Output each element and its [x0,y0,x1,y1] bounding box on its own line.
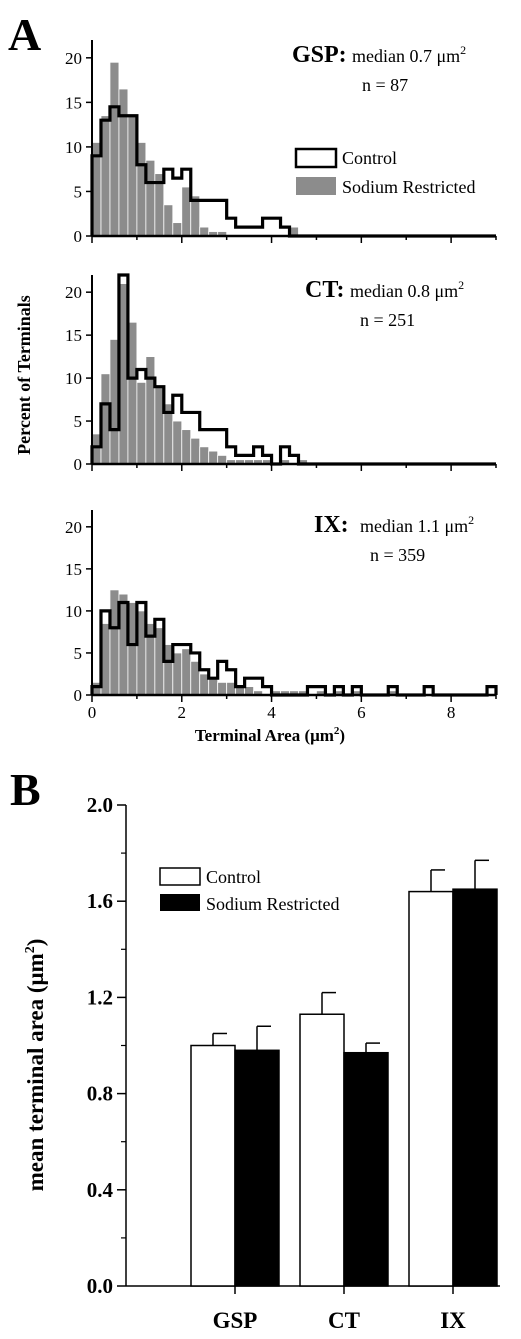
legend-a: Control Sodium Restricted [294,147,476,197]
median-unit-sup: 2 [468,513,474,527]
median-text: median 0.7 μm2 [352,43,466,66]
n-label: n = 359 [370,545,425,565]
histogram-1: 0 5 10 15 20 CT: median 0.8 μm2 n = 251 [65,273,497,474]
x-tick-label: 0 [88,703,97,722]
median-text: median 1.1 μm2 [360,513,474,536]
legend-b-sodium-label: Sodium Restricted [206,894,340,914]
median-value: 0.8 μm [407,281,458,301]
panel-b-letter: B [10,764,41,815]
y-tick-label: 0 [74,686,83,705]
panel-a-letter: A [8,9,41,60]
y-tick-label: 20 [65,49,82,68]
bar-chart: 0.0 0.4 0.8 1.2 1.6 2.0 GSP CT IX [87,793,500,1333]
bar-y-label-sup: 2 [23,946,38,953]
y-tick-label: 20 [65,283,82,302]
hist-bar [109,61,120,237]
median-text: median 0.8 μm2 [350,278,464,301]
legend-a-sodium-label: Sodium Restricted [342,177,476,197]
x-tick-label: 2 [178,703,187,722]
hist-bar [172,420,183,465]
bar-y-label-paren: ) [23,939,48,947]
hist-bar [136,381,147,465]
y-tick-label: 5 [74,412,83,431]
x-tick-label: 8 [447,703,456,722]
nerve-label: IX: [314,512,349,538]
y-tick-label: 10 [65,369,82,388]
bar-y-label-text: mean terminal area (μm [23,953,48,1191]
median-value: 1.1 μm [417,516,468,536]
hist-x-label-sup: 2 [334,725,340,737]
x-tick-label: 6 [357,703,366,722]
hist-bar [217,455,228,465]
bar-y-axis-label: mean terminal area (μm2) [23,939,48,1192]
median-label: median [360,516,417,536]
bar-y-tick-label: 0.8 [87,1082,113,1106]
y-tick-label: 0 [74,455,83,474]
median-unit-sup: 2 [458,278,464,292]
y-tick-label: 10 [65,602,82,621]
hist-x-label-text: Terminal Area (μm [195,726,334,745]
median-label: median [350,281,407,301]
y-tick-label: 0 [74,227,83,246]
histogram-0: 0 5 10 15 20 GSP: median 0.7 μm2 n = 87 [65,40,497,246]
legend-a-control-swatch [294,147,338,169]
hist-bar [190,437,201,465]
n-label: n = 87 [362,75,408,95]
n-label: n = 251 [360,310,415,330]
median-value: 0.7 μm [409,46,460,66]
nerve-label: CT: [305,277,345,303]
hist-bar [181,648,192,696]
hist-bar [208,450,219,465]
nerve-label: GSP: [292,42,347,68]
legend-b: Control Sodium Restricted [159,867,340,914]
median-unit-sup: 2 [460,43,466,57]
y-tick-label: 15 [65,560,82,579]
hist-bar [199,226,210,237]
bar-y-tick-label: 1.6 [87,889,113,913]
y-tick-label: 20 [65,518,82,537]
bar-y-tick-label: 1.2 [87,985,113,1009]
bar-control [299,1013,345,1287]
hist-bar [199,446,210,465]
bar-y-tick-label: 0.4 [87,1178,114,1202]
bar-category-label: GSP [213,1308,258,1333]
hist-bar [208,677,219,696]
hist-x-axis-label: Terminal Area (μm2) [195,725,345,745]
hist-bar [217,681,228,696]
y-tick-label: 5 [74,644,83,663]
hist-bar [163,204,174,237]
bar-sodium-restricted [343,1051,389,1287]
bar-category-label: IX [440,1308,466,1333]
legend-a-control-label: Control [342,148,397,168]
bar-control [190,1044,236,1287]
legend-a-sodium-swatch [296,177,336,195]
y-tick-label: 10 [65,138,82,157]
y-tick-label: 5 [74,182,83,201]
legend-b-sodium-swatch [160,894,200,911]
x-tick-label: 4 [267,703,276,722]
bar-sodium-restricted [452,888,498,1287]
hist-x-label-paren: ) [339,726,345,745]
hist-bar [181,429,192,465]
legend-b-control-label: Control [206,867,261,887]
bar-y-tick-label: 2.0 [87,793,113,817]
median-label: median [352,46,409,66]
hist-bar [172,222,183,237]
y-tick-label: 15 [65,326,82,345]
bar-control [408,890,454,1287]
bar-sodium-restricted [234,1049,280,1287]
y-tick-label: 15 [65,93,82,112]
bar-category-label: CT [328,1308,360,1333]
hist-y-axis-label: Percent of Terminals [14,295,34,455]
legend-b-control-swatch [159,867,201,886]
bar-y-tick-label: 0.0 [87,1274,113,1298]
